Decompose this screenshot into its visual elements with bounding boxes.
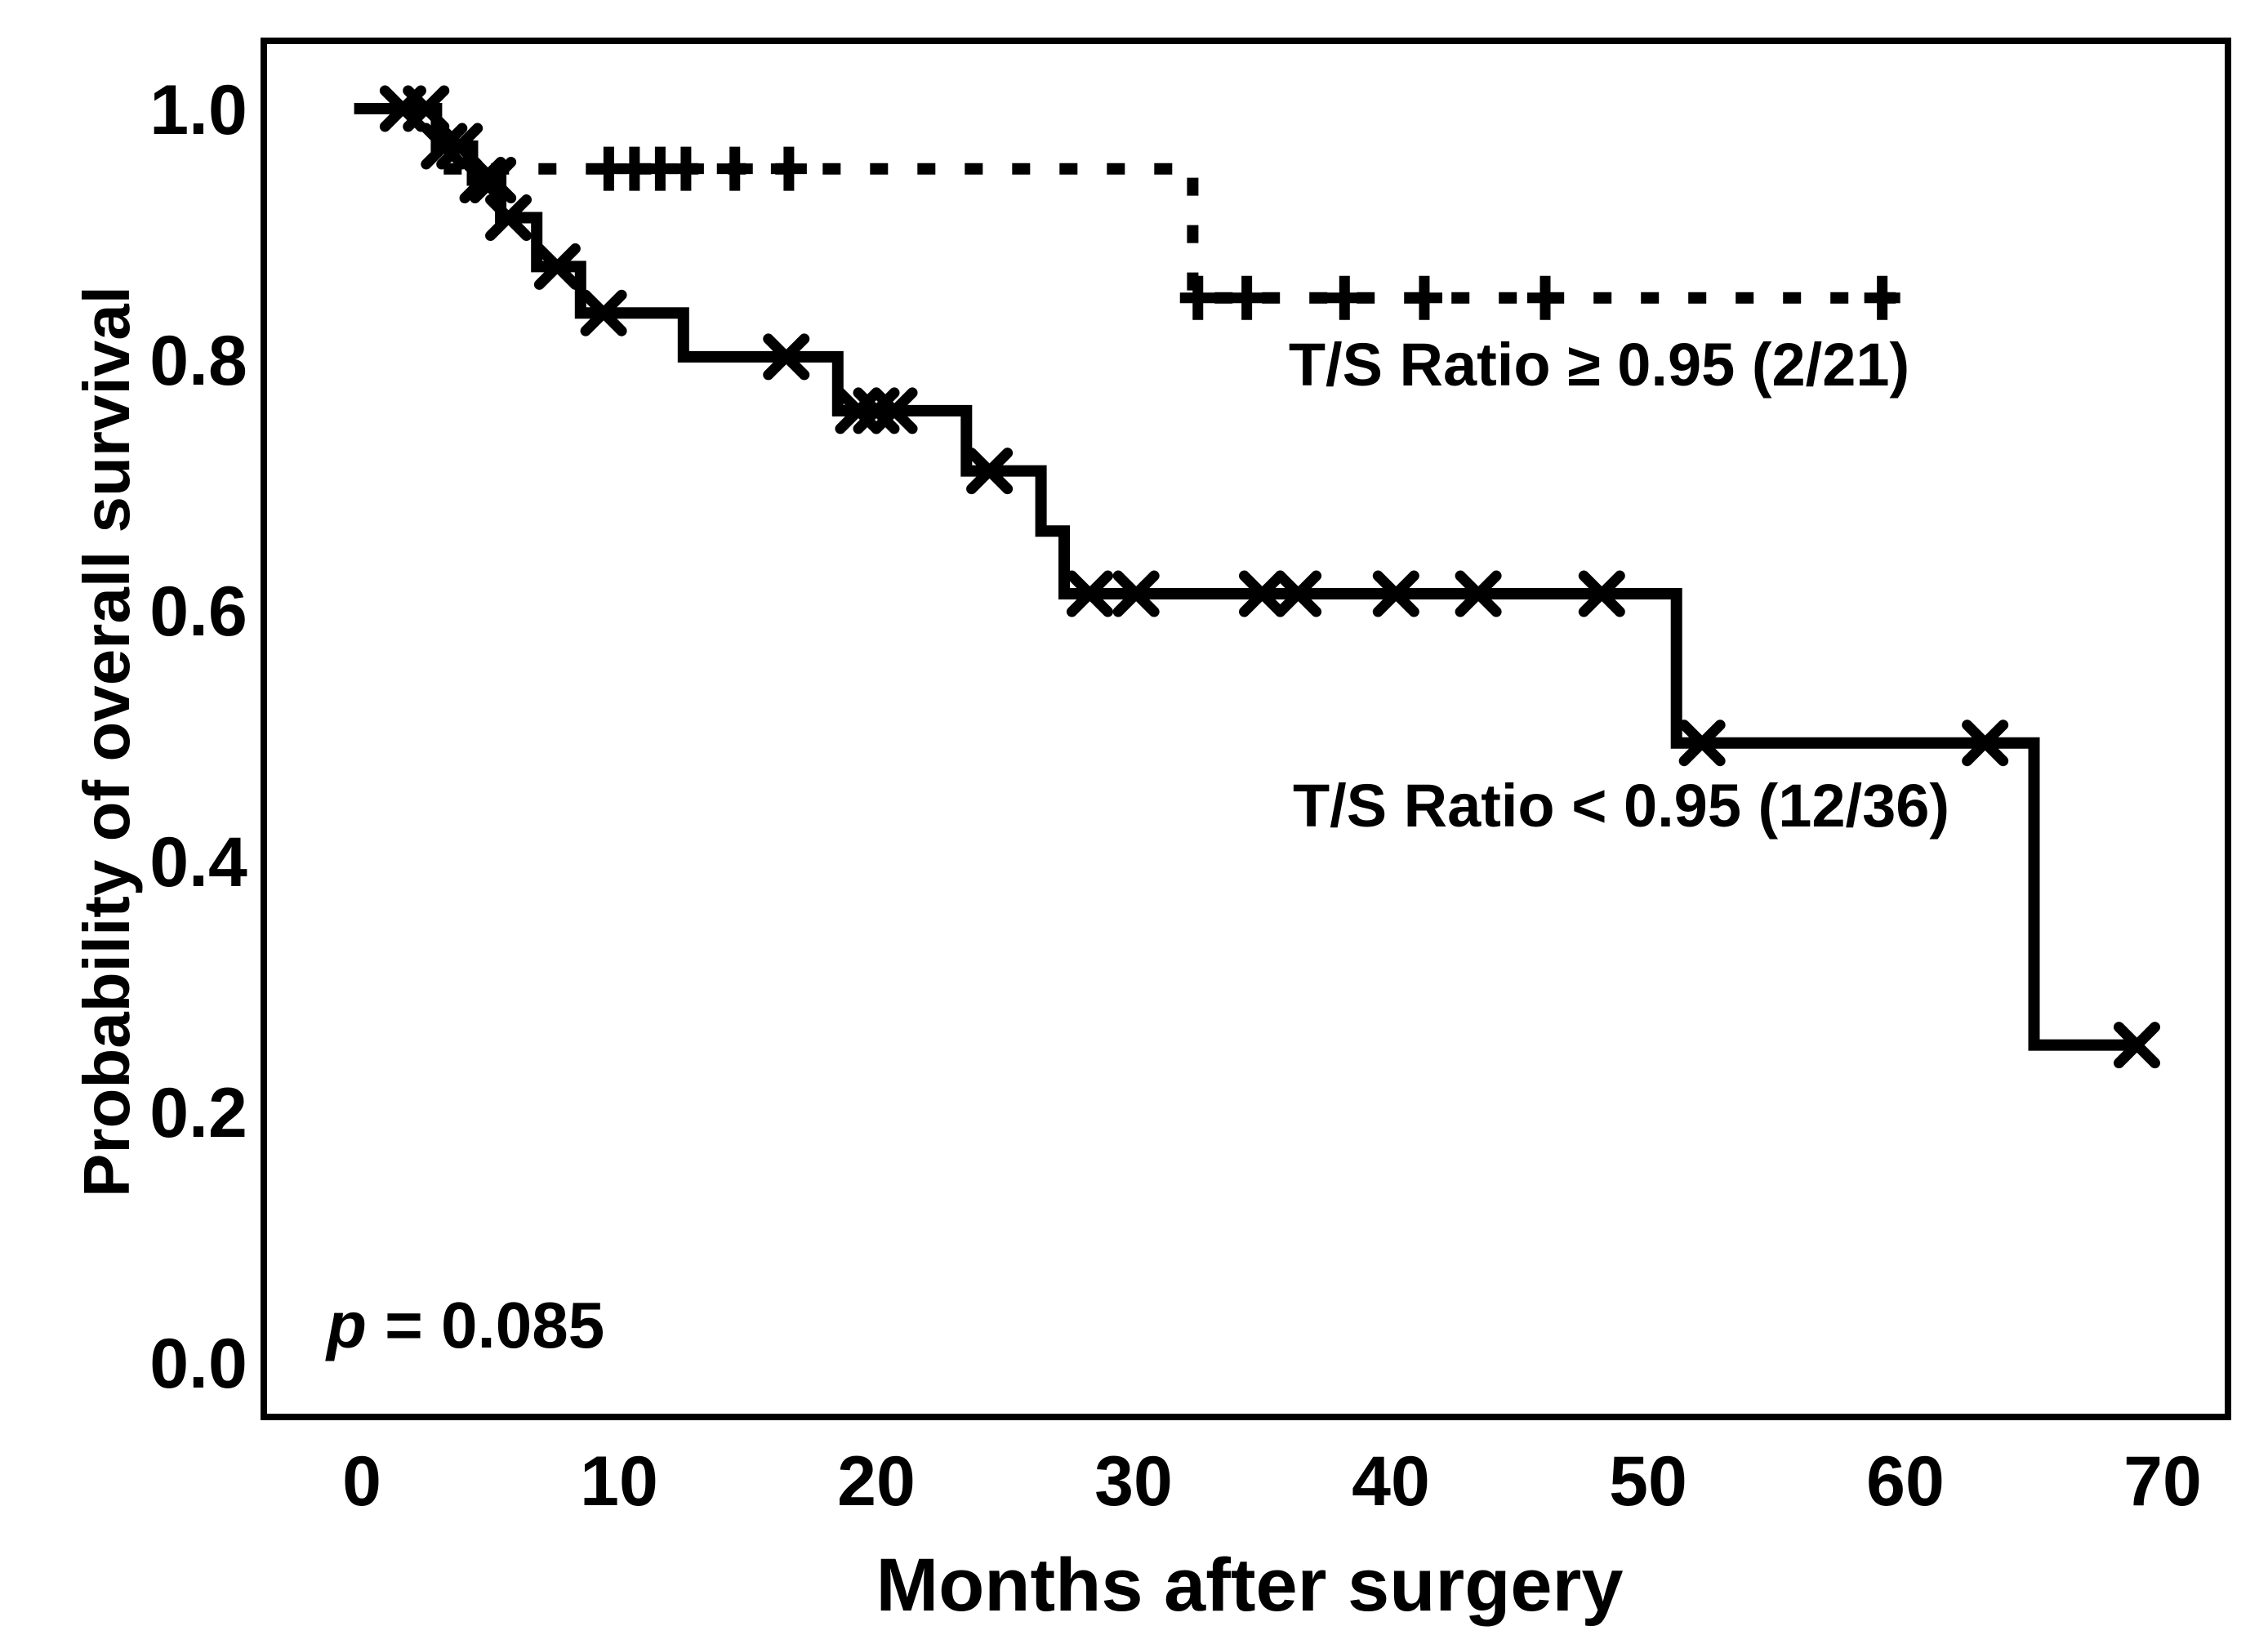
y-tick-label: 0.2 [149, 1074, 247, 1152]
censor-mark-plus-icon [1326, 275, 1363, 320]
censor-mark-x-icon [1239, 570, 1285, 617]
x-tick-label: 0 [342, 1442, 381, 1521]
x-tick-label: 60 [1866, 1442, 1945, 1521]
censor-mark-x-icon [763, 333, 810, 381]
censor-mark-x-icon [533, 243, 581, 290]
y-tick-label: 0.4 [149, 823, 247, 902]
x-tick-label: 50 [1609, 1442, 1687, 1521]
censor-mark-plus-icon [1406, 275, 1442, 320]
censor-mark-plus-icon [667, 146, 704, 191]
censor-mark-x-icon [871, 387, 918, 434]
censor-mark-x-icon [470, 156, 517, 203]
censor-mark-plus-icon [770, 146, 807, 191]
censor-mark-x-icon [1275, 570, 1322, 617]
series-label-ge: T/S Ratio ≥ 0.95 (2/21) [1289, 331, 1909, 399]
x-tick-label: 70 [2123, 1442, 2202, 1521]
y-axis-title: Probability of overall survival [70, 286, 143, 1197]
y-tick-label: 0.0 [149, 1325, 247, 1403]
censor-mark-x-icon [966, 448, 1014, 495]
censor-mark-x-icon [1678, 720, 1726, 767]
censor-mark-x-icon [459, 156, 506, 203]
censor-mark-plus-icon [1527, 275, 1563, 320]
censor-mark-x-icon [1372, 570, 1419, 617]
censor-mark-x-icon [1962, 720, 2009, 767]
censor-mark-x-icon [1455, 570, 1502, 617]
censor-mark-plus-icon [716, 146, 753, 191]
censor-mark-plus-icon [1228, 275, 1265, 320]
p-value-label: p = 0.085 [325, 1289, 604, 1361]
censor-mark-x-icon [2114, 1022, 2160, 1069]
censor-marks [379, 85, 2160, 1069]
censor-mark-x-icon [485, 194, 532, 242]
plot-border [261, 38, 2231, 1420]
annotations: T/S Ratio ≥ 0.95 (2/21) T/S Ratio < 0.95 … [325, 331, 1949, 1361]
x-tick-label: 40 [1352, 1442, 1430, 1521]
censor-mark-x-icon [421, 123, 468, 170]
y-tick-label: 0.6 [149, 573, 247, 651]
x-axis-title: Months after surgery [876, 1544, 1623, 1627]
censor-mark-plus-icon [1179, 275, 1216, 320]
censor-mark-x-icon [1066, 570, 1113, 617]
axis-tick-labels: 0 10 20 30 40 50 60 70 1.0 0.8 0.6 0.4 0.2 0.0 [149, 71, 2202, 1521]
censor-mark-plus-icon [1864, 275, 1900, 320]
y-tick-label: 0.8 [149, 322, 247, 400]
series-label-lt: T/S Ratio < 0.95 (12/36) [1293, 772, 1949, 840]
x-tick-label: 10 [580, 1442, 658, 1521]
censor-mark-x-icon [1578, 570, 1625, 617]
plot-frame [261, 38, 2231, 1420]
censor-mark-x-icon [403, 85, 450, 132]
x-tick-label: 30 [1094, 1442, 1173, 1521]
axis-titles: Months after surgery Probability of overa… [70, 286, 1624, 1627]
censor-mark-x-icon [580, 289, 627, 336]
series-dashed-path [362, 103, 1900, 304]
censor-mark-x-icon [1112, 570, 1160, 617]
y-tick-label: 1.0 [149, 71, 247, 149]
x-tick-label: 20 [837, 1442, 916, 1521]
